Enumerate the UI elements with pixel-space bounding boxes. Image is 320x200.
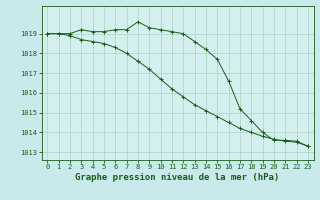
- X-axis label: Graphe pression niveau de la mer (hPa): Graphe pression niveau de la mer (hPa): [76, 173, 280, 182]
